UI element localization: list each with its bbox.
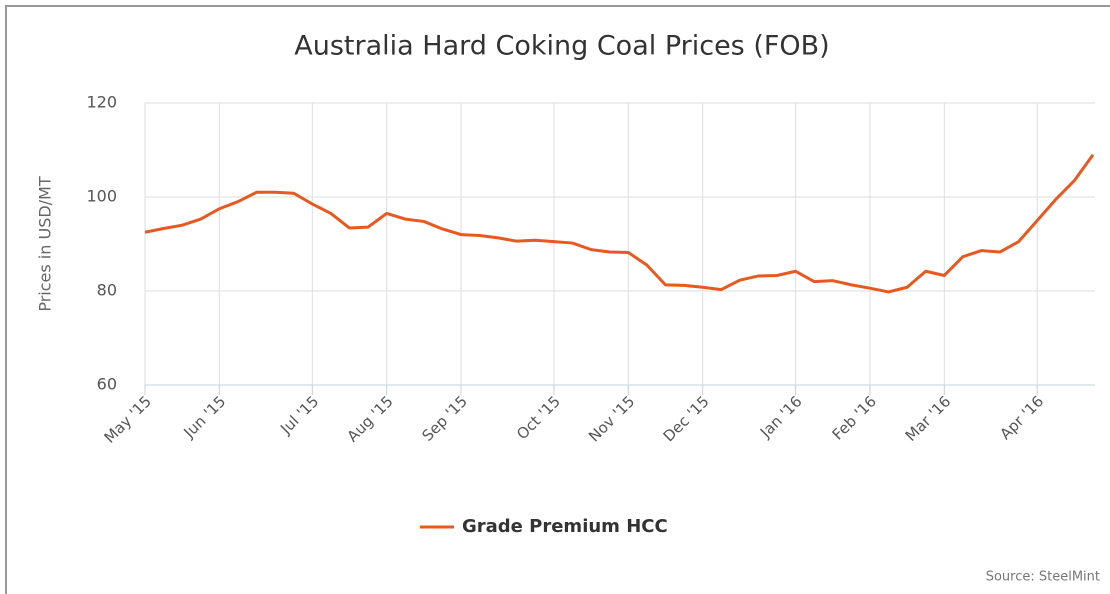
frame (5, 5, 1110, 594)
source: Source: SteelMint (986, 570, 1100, 585)
y-tick-label: 100 (86, 187, 117, 206)
y-tick-label: 80 (97, 281, 117, 300)
y-tick-label: 120 (86, 93, 117, 112)
y-tick-label: 60 (97, 375, 117, 394)
legend-label: Grade Premium HCC (462, 516, 668, 537)
line (144, 153, 1095, 294)
chart-title: Australia Hard Coking Coal Prices (FOB) (294, 31, 829, 62)
y-axis-title: Prices in USD/MT (36, 176, 55, 312)
